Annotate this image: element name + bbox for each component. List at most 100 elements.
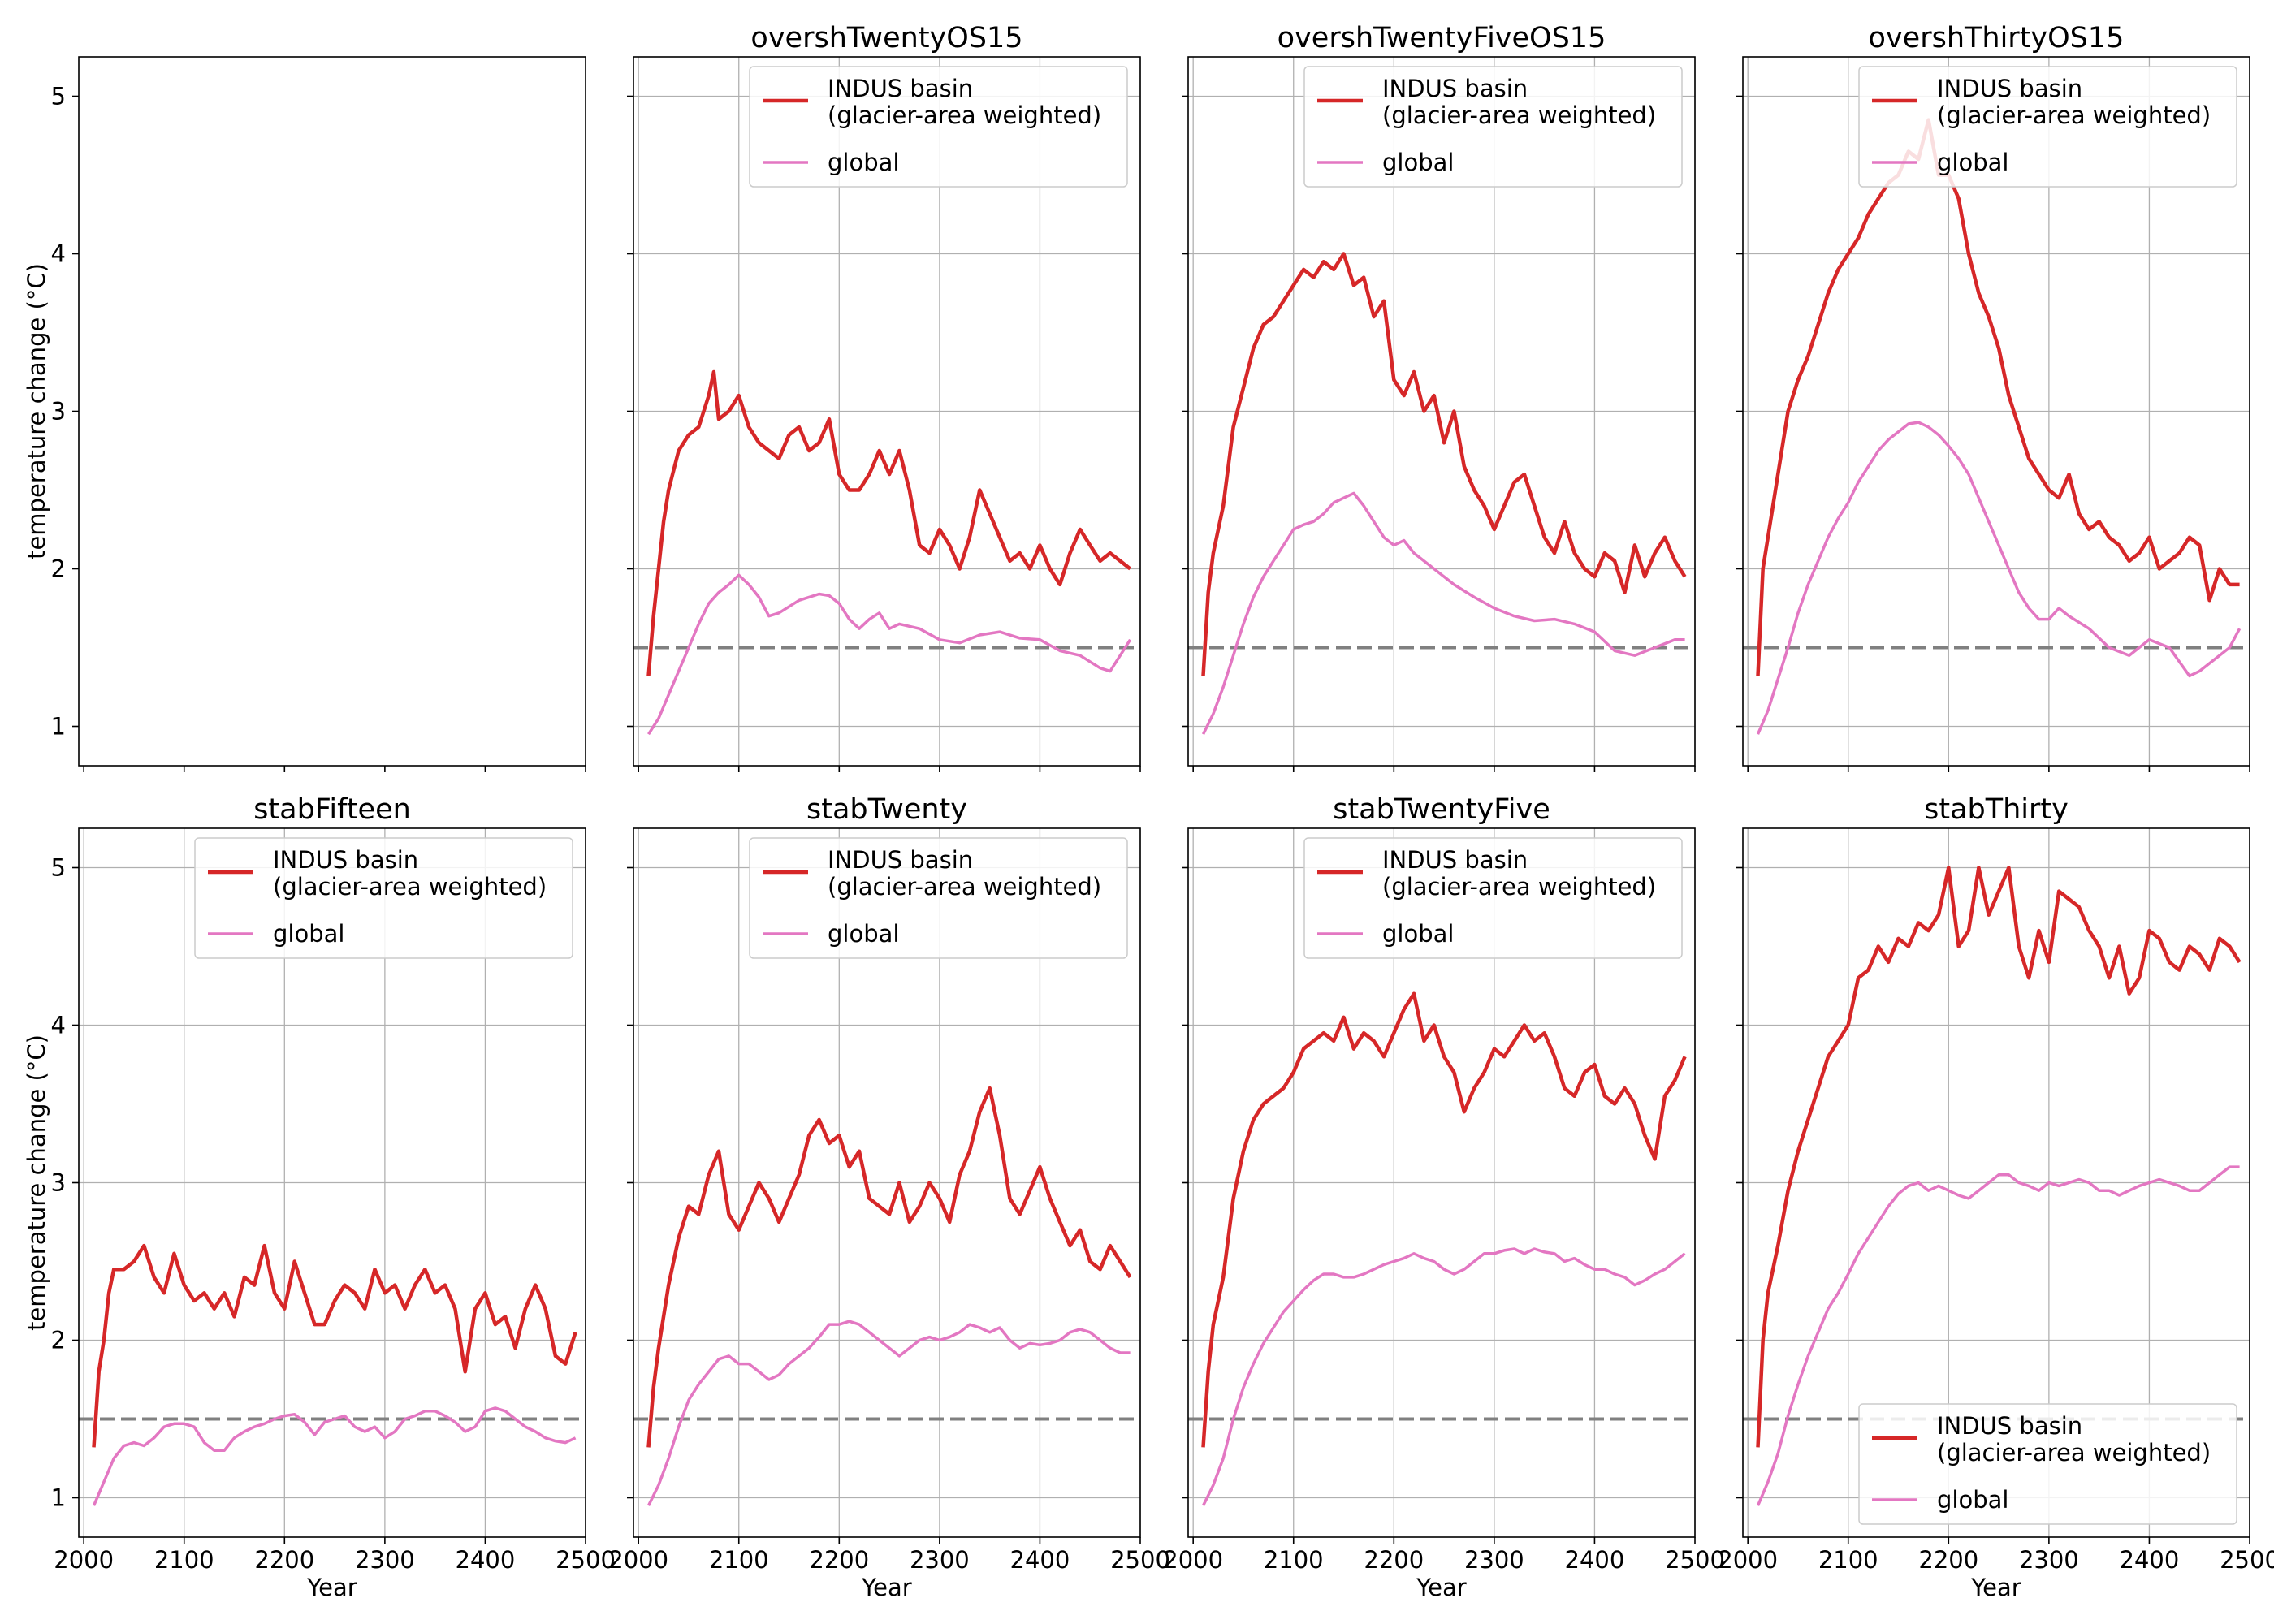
series-line-basin (92, 1243, 577, 1448)
x-tick-label: 2500 (556, 1546, 616, 1574)
x-tick-label: 2400 (1010, 1546, 1070, 1574)
legend-label: (glacier-area weighted) (828, 102, 1101, 129)
y-tick-label: 5 (51, 854, 66, 882)
legend-label: INDUS basin (273, 846, 418, 874)
x-axis-label: Year (861, 1574, 911, 1601)
series-line-global (1756, 1165, 2240, 1506)
x-tick-label: 2100 (709, 1546, 769, 1574)
series-line-basin (1201, 991, 1687, 1448)
legend-label: INDUS basin (828, 75, 973, 102)
legend-label: global (1382, 920, 1454, 948)
legend-label: INDUS basin (1937, 75, 2082, 102)
series-line-basin (646, 1086, 1132, 1448)
series-line-global (1756, 421, 2242, 735)
legend: INDUS basin(glacier-area weighted) global (1858, 66, 2237, 188)
legend-label: INDUS basin (828, 846, 973, 874)
legend-box (1303, 66, 1683, 188)
legend-label: INDUS basin (1382, 75, 1528, 102)
y-tick-label: 1 (51, 1484, 66, 1512)
series-line-basin (646, 369, 1131, 676)
legend-label: global (273, 920, 344, 948)
series-line-global (646, 1320, 1131, 1506)
legend-box (749, 66, 1128, 188)
legend: INDUS basin(glacier-area weighted) global (749, 837, 1128, 959)
series-line-global (92, 1406, 577, 1506)
legend-label: (glacier-area weighted) (1937, 102, 2211, 129)
legend-label: global (1937, 1486, 2008, 1514)
y-tick-label: 4 (51, 1012, 66, 1039)
series-line-global (1201, 1247, 1686, 1506)
subplot-3: overshTwentyFiveOS15 INDUS basin(glacier-… (1182, 22, 1696, 772)
x-tick-label: 2100 (1264, 1546, 1324, 1574)
subplot-title: stabThirty (1924, 793, 2069, 826)
legend-box (194, 837, 573, 959)
subplot-4: overshThirtyOS15 INDUS basin(glacier-area… (1736, 22, 2250, 772)
legend: INDUS basin(glacier-area weighted) global (1858, 1403, 2237, 1525)
x-tick-label: 2400 (456, 1546, 516, 1574)
legend-label: global (1382, 149, 1454, 176)
y-tick-label: 2 (51, 555, 66, 583)
y-axis-label: temperature change (°C) (23, 1034, 50, 1331)
legend: INDUS basin(glacier-area weighted) global (1303, 837, 1683, 959)
x-tick-label: 2300 (1464, 1546, 1524, 1574)
y-tick-label: 5 (51, 83, 66, 110)
x-tick-label: 2000 (608, 1546, 668, 1574)
x-tick-label: 2000 (54, 1546, 114, 1574)
x-tick-label: 2100 (1818, 1546, 1878, 1574)
x-axis-label: Year (306, 1574, 357, 1601)
x-tick-label: 2300 (355, 1546, 415, 1574)
legend: INDUS basin(glacier-area weighted) global (749, 66, 1128, 188)
x-tick-label: 2200 (1918, 1546, 1978, 1574)
subplot-5: 2000 2100 2200 2300 2400 2500 1 2 3 4 5 stabFifteen… (23, 793, 616, 1601)
legend-label: global (828, 149, 899, 176)
subplot-1: 1 2 3 4 5 temperature change (°C) (23, 56, 586, 772)
x-tick-label: 2500 (1665, 1546, 1725, 1574)
legend-box (1858, 1403, 2237, 1525)
y-tick-label: 2 (51, 1327, 66, 1354)
x-tick-label: 2500 (2220, 1546, 2274, 1574)
subplot-8: 2000 2100 2200 2300 2400 2500 stabThirty Year IN… (1718, 793, 2274, 1601)
legend: INDUS basin(glacier-area weighted) global (194, 837, 573, 959)
legend-box (1858, 66, 2237, 188)
x-tick-label: 2300 (2019, 1546, 2079, 1574)
subplot-7: 2000 2100 2200 2300 2400 2500 stabTwentyFive Ye… (1163, 793, 1725, 1601)
series-line-global (1201, 491, 1685, 735)
legend-label: (glacier-area weighted) (273, 873, 547, 901)
legend-box (1303, 837, 1683, 959)
series-line-global (647, 573, 1132, 736)
y-tick-label: 1 (51, 713, 66, 741)
legend-label: global (828, 920, 899, 948)
subplot-title: overshTwentyOS15 (750, 22, 1022, 54)
subplot-6: 2000 2100 2200 2300 2400 2500 stabTwenty Year IN… (608, 793, 1170, 1601)
legend-label: (glacier-area weighted) (1382, 102, 1656, 129)
x-tick-label: 2200 (1364, 1546, 1424, 1574)
subplot-title: overshThirtyOS15 (1869, 22, 2125, 54)
legend-label: (glacier-area weighted) (1382, 873, 1656, 901)
y-axis-label: temperature change (°C) (23, 263, 50, 559)
legend-box (749, 837, 1128, 959)
x-tick-label: 2400 (2120, 1546, 2180, 1574)
subplot-title: stabFifteen (253, 793, 411, 826)
subplot-title: stabTwentyFive (1333, 793, 1550, 826)
x-tick-label: 2500 (1110, 1546, 1170, 1574)
subplot-title: overshTwentyFiveOS15 (1278, 22, 1606, 54)
x-tick-label: 2200 (254, 1546, 314, 1574)
series-line-basin (1756, 118, 2240, 676)
legend-label: INDUS basin (1382, 846, 1528, 874)
legend-label: INDUS basin (1937, 1412, 2082, 1440)
x-axis-label: Year (1970, 1574, 2021, 1601)
x-tick-label: 2300 (910, 1546, 970, 1574)
legend-label: (glacier-area weighted) (1937, 1439, 2211, 1466)
x-tick-label: 2400 (1565, 1546, 1625, 1574)
y-tick-label: 4 (51, 240, 66, 268)
y-tick-label: 3 (51, 398, 66, 425)
x-tick-label: 2000 (1163, 1546, 1223, 1574)
series-line-basin (1201, 252, 1687, 676)
x-tick-label: 2100 (154, 1546, 214, 1574)
series-line-basin (1756, 866, 2242, 1448)
subplot-title: stabTwenty (806, 793, 967, 826)
subplot-2: overshTwentyOS15 INDUS basin(glacier-area… (627, 22, 1141, 772)
legend-label: (glacier-area weighted) (828, 873, 1101, 901)
y-tick-label: 3 (51, 1169, 66, 1197)
